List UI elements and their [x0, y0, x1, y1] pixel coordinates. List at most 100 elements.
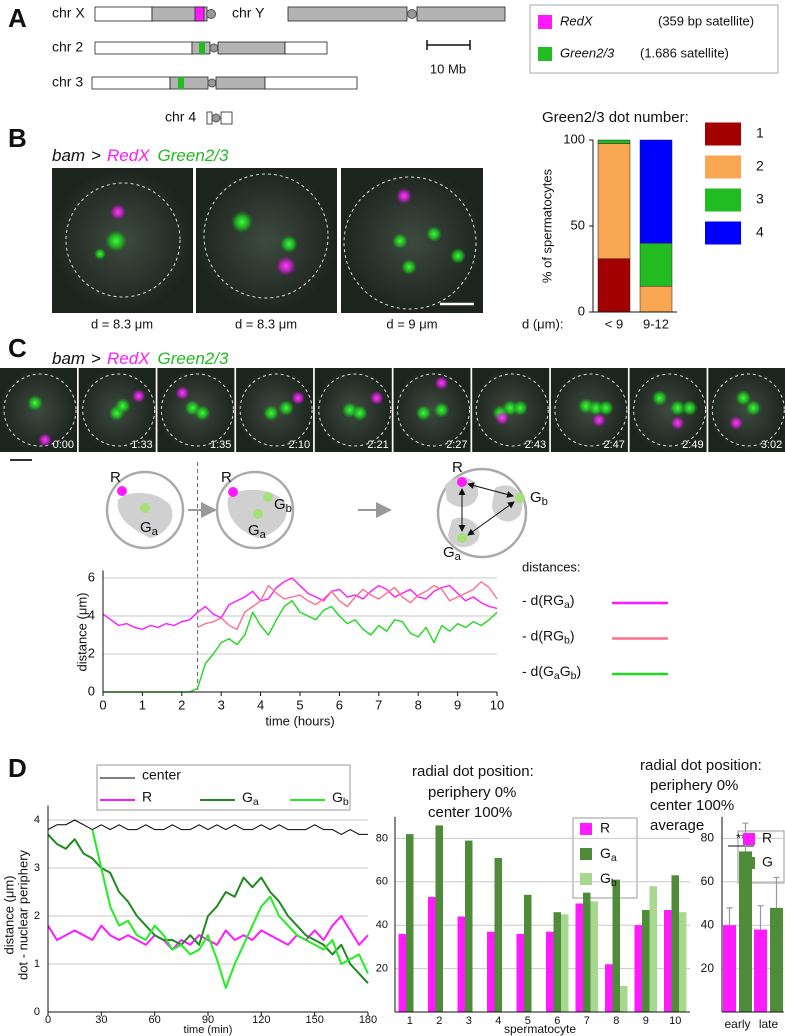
red-dot	[670, 416, 685, 430]
bar	[739, 851, 752, 1012]
y-tick-label: 60	[701, 874, 715, 888]
y-tick-label: 0	[88, 683, 95, 698]
frame	[393, 368, 471, 452]
x-tick-label: 8	[613, 1015, 619, 1027]
schematic-label: Ga	[443, 544, 462, 563]
nucleus-outline	[475, 373, 549, 447]
legend-label: 1	[756, 125, 764, 141]
bar	[754, 929, 767, 1012]
legend-label: - d(RGb)	[522, 627, 575, 646]
x-tick-label: late	[759, 1017, 779, 1031]
legend-label: R	[600, 820, 610, 836]
schematic	[105, 467, 528, 559]
bar	[605, 964, 613, 1012]
red-dot	[369, 391, 384, 405]
y-tick-label: 6	[88, 569, 95, 584]
nucleus-outline	[397, 373, 470, 447]
x-tick-label: 90	[202, 1014, 214, 1026]
bar	[723, 925, 736, 1012]
chart-note: periphery 0%	[428, 784, 516, 801]
red-dot	[291, 391, 306, 405]
nucleus-outline	[3, 373, 77, 447]
diameter-label: d = 8.3 μm	[235, 316, 297, 331]
bar	[590, 901, 598, 1012]
green-dot	[735, 390, 752, 406]
legend-swatch	[705, 122, 741, 146]
legend-label: Ga	[600, 845, 617, 864]
genotype-driver: bam	[52, 146, 85, 165]
legend-label: 2	[756, 158, 764, 174]
scale-bar-label: 10 Mb	[430, 61, 466, 76]
chromosome-x	[94, 6, 216, 22]
x-tick-label: 8	[415, 697, 422, 712]
y-tick-label: 100	[563, 131, 585, 146]
micrograph	[341, 168, 483, 313]
red-dot	[131, 389, 146, 403]
x-axis-label: spermatocyte	[504, 1022, 576, 1036]
legend-label: G	[762, 854, 773, 870]
x-tick-label: 2	[436, 1015, 442, 1027]
green-dot	[351, 405, 368, 421]
red-dot	[591, 413, 606, 427]
chart-title: Green2/3 dot number:	[542, 109, 689, 126]
x-tick-label: 5	[296, 697, 303, 712]
x-tick-label: 0	[45, 1014, 51, 1026]
legend-label: Gb	[332, 789, 349, 808]
green-dot	[745, 400, 762, 416]
x-tick-label: 9	[643, 1015, 649, 1027]
bar-segment	[597, 143, 631, 259]
chromosome-label: chr X	[52, 5, 85, 21]
x-tick-label: 60	[149, 1014, 161, 1026]
nucleus-outline	[239, 373, 313, 447]
legend-label: RedX	[560, 13, 594, 28]
genotype-driver: bam	[52, 349, 85, 368]
scale-bar	[426, 40, 471, 50]
green-dot	[114, 398, 131, 414]
bar	[642, 910, 650, 1012]
x-tick-label: 0	[99, 697, 106, 712]
y-tick-label: 4	[88, 607, 95, 622]
x-tick-label: 10	[490, 697, 504, 712]
red-dot	[38, 433, 52, 447]
diameter-label: d = 9 μm	[386, 316, 437, 331]
bar	[406, 834, 414, 1012]
line-series	[47, 819, 368, 835]
x-tick-label: 1	[407, 1015, 413, 1027]
x-tick-label: 150	[305, 1014, 323, 1026]
x-tick-label: early	[724, 1017, 750, 1031]
x-axis-label: d (μm):	[522, 316, 563, 331]
x-tick-label: 30	[95, 1014, 107, 1026]
bar	[553, 912, 561, 1012]
x-tick-label: 9	[454, 697, 461, 712]
legend-note: (359 bp satellite)	[658, 13, 754, 28]
x-tick-label: 180	[359, 1014, 377, 1026]
bar	[649, 886, 657, 1012]
green-dot	[415, 405, 432, 421]
bar	[524, 894, 532, 1012]
green-dot	[194, 405, 211, 421]
green-dot	[681, 400, 698, 416]
green-dot	[433, 402, 450, 418]
legend-swatch	[538, 15, 552, 29]
bar	[664, 910, 672, 1012]
chart-title: radial dot position:	[640, 757, 762, 774]
panel-label: D	[8, 753, 27, 783]
legend-swatch	[705, 188, 741, 212]
nucleus-outline	[318, 373, 392, 447]
legend-swatch	[743, 857, 755, 869]
error-bar	[726, 907, 733, 926]
time-label: 1:33	[131, 439, 152, 451]
time-label: 3:02	[761, 439, 782, 451]
time-label: 2:21	[367, 439, 388, 451]
bar	[575, 903, 583, 1012]
y-tick-label: 80	[701, 831, 715, 845]
y-tick-label: 1	[34, 958, 40, 970]
bar	[465, 840, 473, 1012]
legend-box	[529, 4, 779, 74]
green-dot	[597, 400, 614, 416]
bar-segment	[639, 139, 673, 244]
red-dot	[175, 386, 190, 400]
bar	[546, 931, 554, 1012]
red-dot	[729, 416, 744, 430]
legend-title: distances:	[522, 559, 581, 574]
